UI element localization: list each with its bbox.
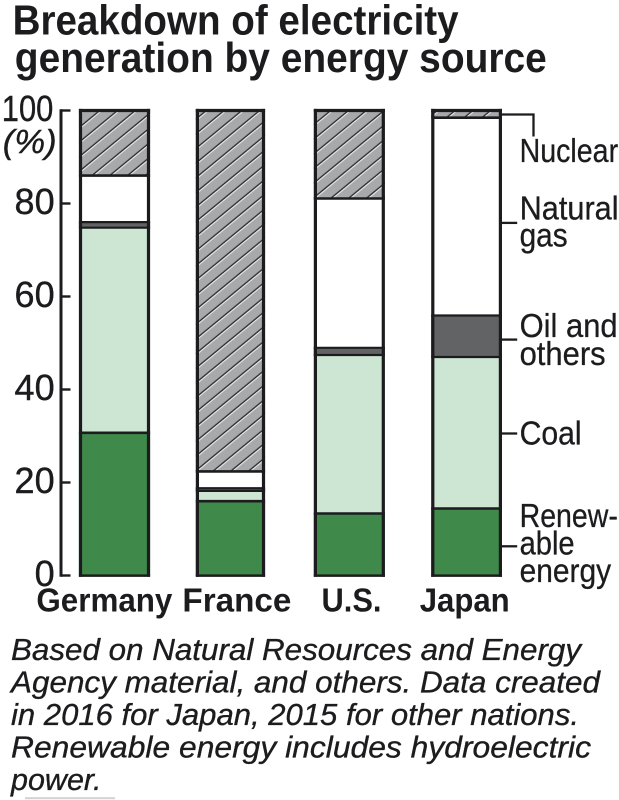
svg-text:Renewable energy includes hydr: Renewable energy includes hydroelectric xyxy=(11,731,591,765)
svg-text:Japan: Japan xyxy=(420,583,510,620)
svg-text:Agency material, and others. D: Agency material, and others. Data create… xyxy=(9,666,601,700)
svg-text:Oil and: Oil and xyxy=(520,307,618,344)
svg-text:Breakdown of electricity: Breakdown of electricity xyxy=(13,0,460,43)
svg-text:Nuclear: Nuclear xyxy=(520,132,619,169)
svg-text:40: 40 xyxy=(15,367,55,408)
svg-text:others: others xyxy=(520,335,606,372)
svg-text:able: able xyxy=(520,525,575,562)
svg-text:France: France xyxy=(182,583,291,620)
svg-text:generation by energy source: generation by energy source xyxy=(15,34,547,81)
svg-text:Coal: Coal xyxy=(520,415,582,452)
svg-text:Germany: Germany xyxy=(36,583,172,620)
svg-text:energy: energy xyxy=(520,552,612,589)
svg-text:Renew-: Renew- xyxy=(520,497,618,534)
svg-text:60: 60 xyxy=(15,274,55,315)
svg-text:U.S.: U.S. xyxy=(322,583,382,620)
svg-text:in 2016 for Japan, 2015 for ot: in 2016 for Japan, 2015 for other nation… xyxy=(11,698,579,732)
svg-text:gas: gas xyxy=(520,216,568,253)
svg-text:(%): (%) xyxy=(3,124,57,161)
svg-text:100: 100 xyxy=(2,88,54,129)
svg-text:0: 0 xyxy=(35,553,55,594)
svg-text:power.: power. xyxy=(10,763,101,797)
svg-text:80: 80 xyxy=(15,181,55,222)
svg-text:20: 20 xyxy=(15,460,55,501)
svg-text:Based on Natural Resources and: Based on Natural Resources and Energy xyxy=(11,633,583,667)
svg-text:Natural: Natural xyxy=(520,189,619,226)
